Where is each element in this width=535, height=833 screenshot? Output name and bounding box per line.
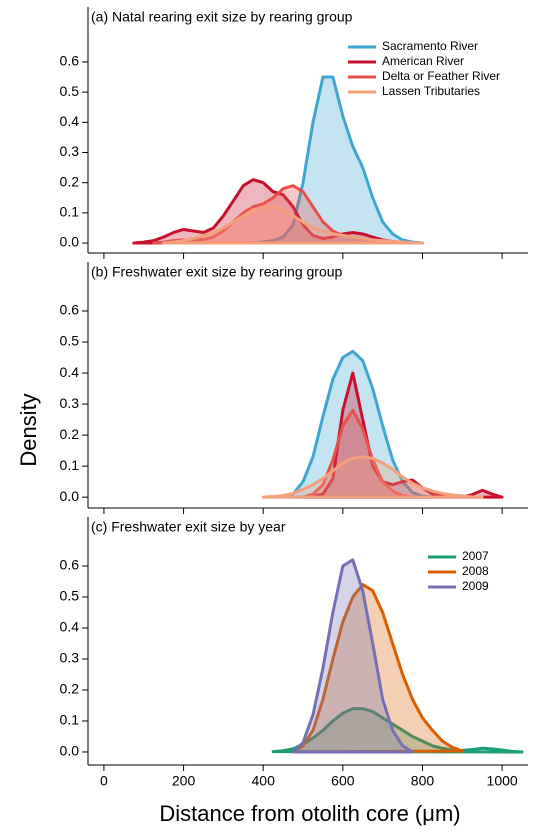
legend-label: 2008 bbox=[462, 564, 489, 578]
density-curve bbox=[251, 75, 424, 245]
panel-title: (b) Freshwater exit size by rearing grou… bbox=[91, 264, 343, 280]
legend-label: 2009 bbox=[462, 579, 489, 593]
y-tick-label: 0.1 bbox=[60, 712, 80, 728]
x-tick-label: 0 bbox=[100, 773, 108, 789]
y-tick-label: 0.6 bbox=[60, 53, 80, 69]
density-curve bbox=[162, 205, 424, 245]
x-tick-label: 800 bbox=[411, 773, 435, 789]
density-curve bbox=[132, 178, 405, 245]
y-tick-label: 0.1 bbox=[60, 204, 80, 220]
y-axis-label: Density bbox=[16, 393, 41, 466]
y-tick-label: 0.4 bbox=[60, 113, 80, 129]
y-tick-label: 0.5 bbox=[60, 588, 80, 604]
y-tick-label: 0.5 bbox=[60, 83, 80, 99]
x-tick-label: 400 bbox=[252, 773, 276, 789]
y-tick-label: 0.2 bbox=[60, 681, 80, 697]
density-curve bbox=[261, 455, 484, 499]
y-tick-label: 0.4 bbox=[60, 364, 80, 380]
y-tick-label: 0.6 bbox=[60, 302, 80, 318]
y-tick-label: 0.0 bbox=[60, 488, 80, 504]
panel-title: (a) Natal rearing exit size by rearing g… bbox=[91, 9, 353, 25]
y-tick-label: 0.5 bbox=[60, 333, 80, 349]
x-tick-label: 200 bbox=[172, 773, 196, 789]
density-curve bbox=[291, 558, 415, 754]
y-tick-label: 0.2 bbox=[60, 173, 80, 189]
y-tick-label: 0.3 bbox=[60, 650, 80, 666]
y-tick-label: 0.0 bbox=[60, 743, 80, 759]
x-tick-label: 600 bbox=[331, 773, 355, 789]
panel-title: (c) Freshwater exit size by year bbox=[91, 519, 286, 535]
legend-label: Delta or Feather River bbox=[382, 69, 500, 83]
density-curve bbox=[301, 408, 415, 499]
y-tick-label: 0.2 bbox=[60, 426, 80, 442]
x-tick-label: 1000 bbox=[487, 773, 518, 789]
y-tick-label: 0.1 bbox=[60, 457, 80, 473]
density-curve bbox=[281, 349, 434, 499]
y-tick-label: 0.3 bbox=[60, 395, 80, 411]
density-curve bbox=[271, 707, 524, 754]
legend-label: American River bbox=[382, 54, 464, 68]
legend-label: Sacramento River bbox=[382, 39, 478, 53]
y-tick-label: 0.3 bbox=[60, 143, 80, 159]
y-tick-label: 0.6 bbox=[60, 557, 80, 573]
legend-label: Lassen Tributaries bbox=[382, 84, 480, 98]
y-tick-label: 0.0 bbox=[60, 234, 80, 250]
legend-label: 2007 bbox=[462, 549, 489, 563]
y-tick-label: 0.4 bbox=[60, 619, 80, 635]
x-axis-label: Distance from otolith core (μm) bbox=[159, 801, 460, 826]
